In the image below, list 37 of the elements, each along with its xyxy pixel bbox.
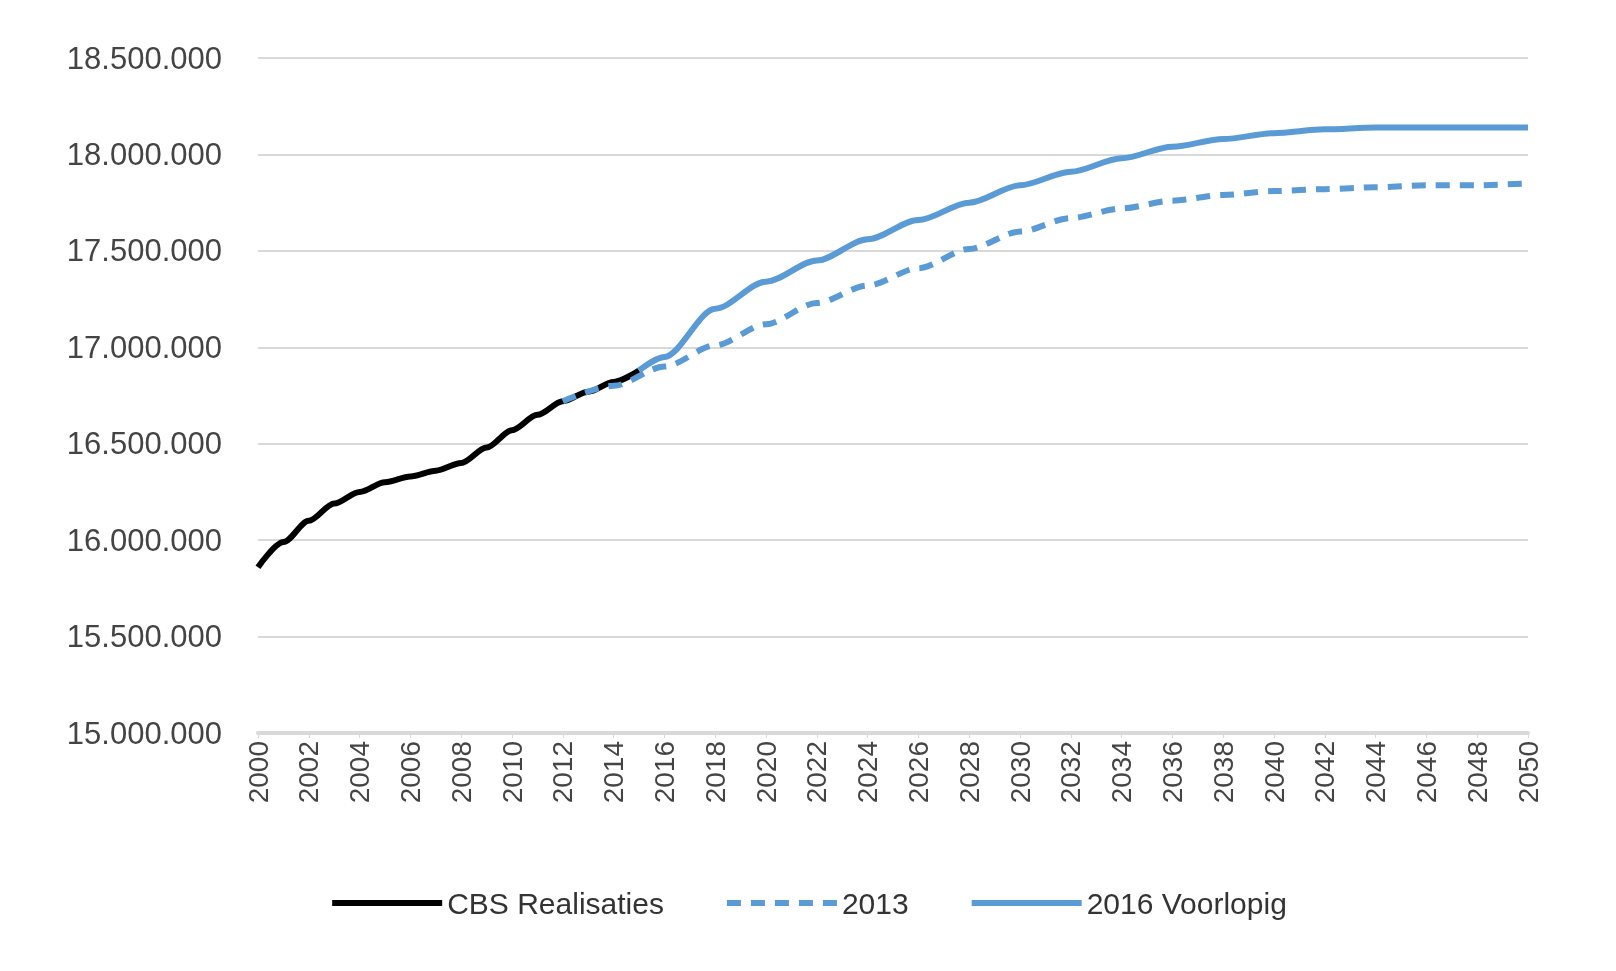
- x-tick-label: 2004: [344, 741, 376, 804]
- x-tick-label: 2024: [852, 741, 884, 804]
- x-tick-label: 2042: [1309, 741, 1341, 804]
- y-tick-label: 16.000.000: [66, 522, 222, 558]
- x-tick-label: 2012: [547, 741, 579, 804]
- x-tick-label: 2014: [598, 741, 630, 804]
- x-tick-label: 2032: [1055, 741, 1087, 804]
- x-tick-label: 2034: [1106, 741, 1138, 804]
- x-tick-label: 2006: [394, 741, 426, 804]
- x-tick-label: 2018: [699, 741, 731, 804]
- x-tick-label: 2008: [445, 741, 477, 804]
- y-tick-label: 17.500.000: [66, 233, 222, 269]
- y-tick-label: 17.000.000: [66, 329, 222, 365]
- x-tick-label: 2036: [1156, 741, 1188, 804]
- x-tick-label: 2028: [953, 741, 985, 804]
- legend-label: CBS Realisaties: [447, 886, 664, 920]
- x-tick-label: 2020: [750, 741, 782, 804]
- y-tick-label: 16.500.000: [66, 426, 222, 462]
- x-tick-label: 2048: [1461, 741, 1493, 804]
- legend-label: 2013: [841, 886, 909, 920]
- x-tick-label: 2044: [1360, 741, 1392, 804]
- x-tick-label: 2046: [1410, 741, 1442, 804]
- y-tick-label: 15.000.000: [66, 715, 222, 751]
- x-tick-label: 2038: [1207, 741, 1239, 804]
- x-tick-label: 2010: [496, 741, 528, 804]
- y-tick-label: 18.000.000: [66, 136, 222, 172]
- y-tick-label: 18.500.000: [66, 40, 222, 76]
- x-tick-label: 2002: [293, 741, 325, 804]
- legend-label: 2016 Voorlopig: [1086, 886, 1287, 920]
- x-tick-label: 2030: [1004, 741, 1036, 804]
- x-tick-label: 2016: [648, 741, 680, 804]
- x-tick-label: 2022: [801, 741, 833, 804]
- x-tick-label: 2040: [1258, 741, 1290, 804]
- x-tick-label: 2050: [1512, 741, 1544, 804]
- x-tick-label: 2000: [242, 741, 274, 804]
- x-tick-label: 2026: [902, 741, 934, 804]
- y-tick-label: 15.500.000: [66, 619, 222, 655]
